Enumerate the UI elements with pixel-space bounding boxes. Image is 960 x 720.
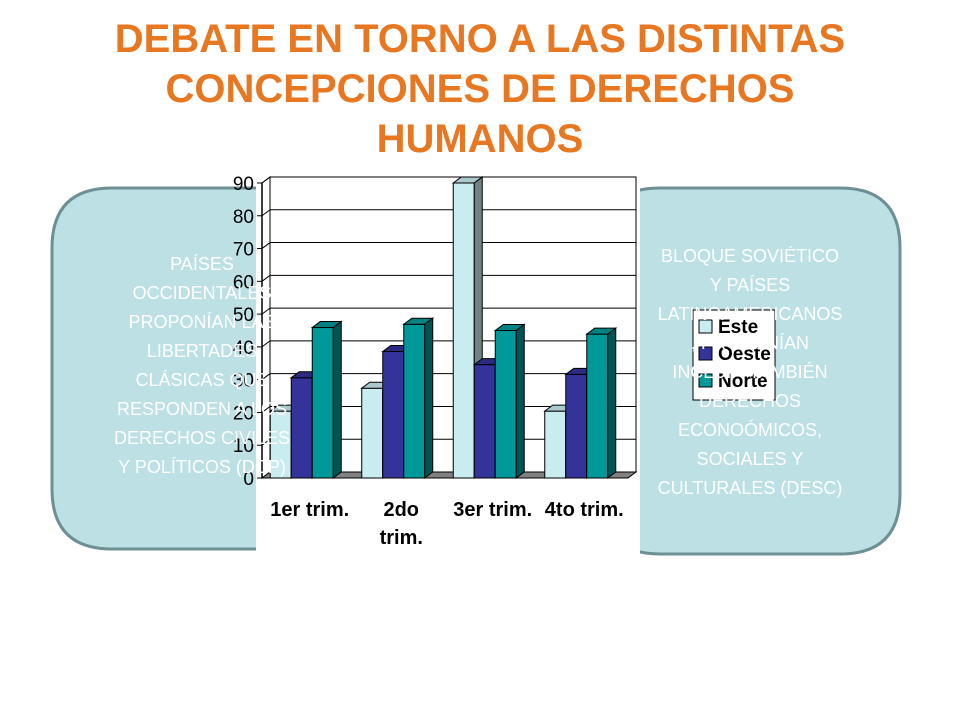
y-tick-label: 60 xyxy=(233,272,254,293)
left-bubble-line: RESPONDEN A LOS xyxy=(116,399,288,419)
x-tick-label: trim. xyxy=(380,527,423,549)
bar-front xyxy=(586,333,609,479)
y-tick-label: 50 xyxy=(233,305,254,326)
legend-label-norte: Norte xyxy=(718,371,768,392)
left-bubble-line: DERECHOS CIVILES xyxy=(113,428,291,448)
legend-swatch-este xyxy=(698,319,713,334)
gridline xyxy=(261,209,636,217)
left-bubble-line: CLÁSICAS QUE xyxy=(135,370,269,390)
gridline xyxy=(261,176,636,184)
bar-front xyxy=(473,364,496,479)
bar-side xyxy=(332,320,342,479)
legend-swatch-oeste xyxy=(698,346,713,361)
gridline xyxy=(261,274,636,282)
y-tick-label: 40 xyxy=(233,338,254,359)
right-bubble-line: SOCIALES Y xyxy=(696,449,804,469)
right-bubble-line: , PROPONÍAN xyxy=(690,333,810,353)
y-tick-label: 90 xyxy=(233,174,254,195)
bar-front xyxy=(382,350,405,479)
x-tick-label: 4to trim. xyxy=(545,499,624,521)
right-bubble-text: BLOQUE SOVIÉTICO Y PAÍSES LATINOAMERICAN… xyxy=(615,242,885,503)
y-tick-label: 30 xyxy=(233,371,254,392)
bar-norte xyxy=(493,323,526,479)
left-bubble-line: Y POLÍTICOS (DCP) xyxy=(118,457,286,477)
chart-legend: Este Oeste Norte xyxy=(692,309,776,401)
left-bubble-text: PAÍSES OCCIDENTALES PROPONÍAN LAS LIBERT… xyxy=(72,250,332,482)
title-line: DEBATE EN TORNO A LAS DISTINTAS xyxy=(114,17,846,61)
legend-label-este: Este xyxy=(718,317,758,338)
y-tick-label: 70 xyxy=(233,240,254,261)
slide-title: DEBATE EN TORNO A LAS DISTINTAS CONCEPCI… xyxy=(40,14,920,164)
y-tick-label: 20 xyxy=(233,403,254,424)
bar-front xyxy=(494,330,517,479)
bar-front xyxy=(565,373,588,479)
bar-side xyxy=(607,327,617,479)
gridline xyxy=(261,307,636,315)
right-bubble-line: INCLUIR TAMBIÉN xyxy=(672,362,828,382)
y-tick-label: 80 xyxy=(233,207,254,228)
bar-norte xyxy=(402,317,435,479)
title-line: CONCEPCIONES DE DERECHOS xyxy=(165,67,795,111)
right-bubble-line: BLOQUE SOVIÉTICO xyxy=(660,246,840,266)
left-bubble-line: PROPONÍAN LAS xyxy=(128,312,276,332)
bar-front xyxy=(452,182,475,479)
right-bubble-line: CULTURALES (DESC) xyxy=(657,478,843,498)
right-bubble-line: ECONOÓMICOS, xyxy=(677,420,822,440)
left-bubble-line: PAÍSES xyxy=(170,254,234,274)
left-bubble-line: OCCIDENTALES xyxy=(132,283,272,303)
x-tick-label: 2do xyxy=(383,499,419,521)
bar-side xyxy=(515,323,525,479)
y-tick-label: 0 xyxy=(243,469,254,490)
bar-front xyxy=(361,387,384,479)
bar-front xyxy=(544,410,567,479)
right-bubble-line: Y PAÍSES xyxy=(709,275,791,295)
right-bubble-line: DERECHOS xyxy=(698,391,801,411)
x-tick-label: 1er trim. xyxy=(270,499,349,521)
bar-norte xyxy=(585,327,618,479)
legend-label-oeste: Oeste xyxy=(718,344,771,365)
bar-chart: 0 10 20 30 40 50 60 70 80 90 1er trim. 2do trim. 3er … xyxy=(233,172,776,570)
legend-swatch-norte xyxy=(698,373,713,388)
bar-norte xyxy=(310,320,343,479)
left-bubble-line: LIBERTADES xyxy=(146,341,258,361)
bar-front xyxy=(403,323,426,479)
bar-side xyxy=(424,317,434,479)
gridline xyxy=(261,242,636,249)
title-line: HUMANOS xyxy=(376,117,584,161)
right-bubble-line: LATINOAMERICANOS xyxy=(657,304,843,324)
y-tick-label: 10 xyxy=(233,436,254,457)
x-tick-label: 3er trim. xyxy=(453,499,532,521)
